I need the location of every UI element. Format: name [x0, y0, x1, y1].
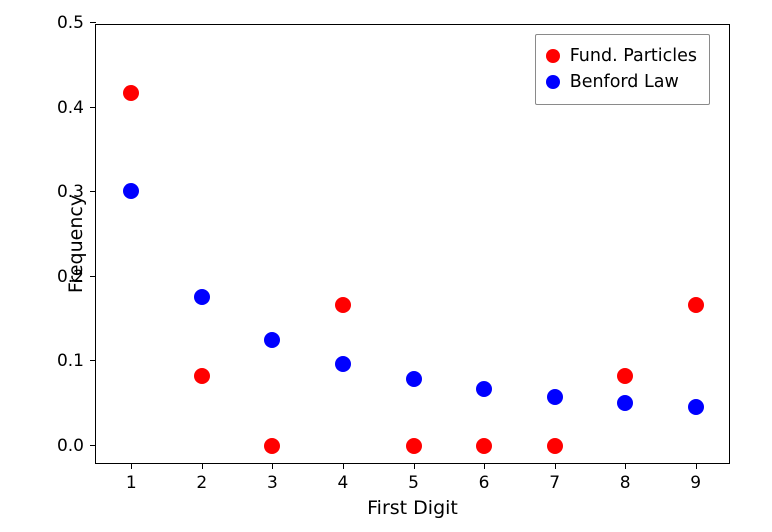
x-tick	[131, 463, 132, 469]
data-point	[406, 371, 422, 387]
x-tick	[555, 463, 556, 469]
data-point	[194, 289, 210, 305]
y-tick-label: 0.5	[57, 13, 84, 33]
data-point	[264, 332, 280, 348]
x-tick-label: 4	[338, 473, 349, 493]
legend: Fund. ParticlesBenford Law	[535, 34, 710, 105]
x-tick-label: 1	[126, 473, 137, 493]
y-axis-title: Frequency	[65, 195, 87, 293]
data-point	[547, 438, 563, 454]
y-tick-label: 0.0	[57, 436, 84, 456]
x-tick	[272, 463, 273, 469]
x-axis-title: First Digit	[367, 497, 458, 519]
data-point	[617, 368, 633, 384]
y-tick	[90, 22, 96, 23]
x-tick-label: 7	[549, 473, 560, 493]
x-tick-label: 9	[690, 473, 701, 493]
x-tick	[696, 463, 697, 469]
data-point	[335, 297, 351, 313]
x-tick	[484, 463, 485, 469]
data-point	[264, 438, 280, 454]
data-point	[335, 356, 351, 372]
scatter-chart: 1234567890.00.10.20.30.40.5 First Digit …	[95, 24, 730, 464]
data-point	[123, 85, 139, 101]
x-tick	[414, 463, 415, 469]
data-point	[476, 438, 492, 454]
x-tick-label: 6	[479, 473, 490, 493]
legend-label: Fund. Particles	[570, 43, 697, 69]
x-tick	[625, 463, 626, 469]
data-point	[547, 389, 563, 405]
data-point	[476, 381, 492, 397]
x-tick-label: 5	[408, 473, 419, 493]
x-tick-label: 3	[267, 473, 278, 493]
data-point	[617, 395, 633, 411]
data-point	[406, 438, 422, 454]
legend-label: Benford Law	[570, 69, 679, 95]
data-point	[688, 399, 704, 415]
y-tick	[90, 191, 96, 192]
y-tick	[90, 445, 96, 446]
legend-item: Benford Law	[546, 69, 697, 95]
legend-marker-icon	[546, 75, 560, 89]
data-point	[123, 183, 139, 199]
data-point	[688, 297, 704, 313]
x-tick	[343, 463, 344, 469]
y-tick	[90, 360, 96, 361]
x-tick-label: 8	[620, 473, 631, 493]
y-tick-label: 0.1	[57, 351, 84, 371]
x-tick-label: 2	[196, 473, 207, 493]
legend-marker-icon	[546, 49, 560, 63]
x-tick	[202, 463, 203, 469]
y-tick-label: 0.4	[57, 98, 84, 118]
data-point	[194, 368, 210, 384]
y-tick	[90, 276, 96, 277]
legend-item: Fund. Particles	[546, 43, 697, 69]
y-tick	[90, 107, 96, 108]
